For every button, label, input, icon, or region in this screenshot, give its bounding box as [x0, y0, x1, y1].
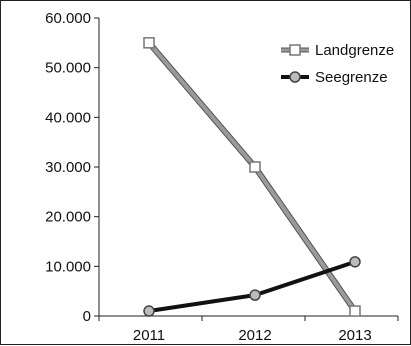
series-seegrenze-point: [349, 256, 361, 268]
x-tick-label: 2012: [238, 327, 271, 344]
y-tick-label: 10.000: [45, 258, 91, 275]
y-tick-label: 20.000: [45, 209, 91, 226]
y-tick-label: 50.000: [45, 60, 91, 77]
legend-seegrenze-label: Seegrenze: [315, 69, 388, 86]
legend-seegrenze-marker: [289, 71, 301, 83]
y-tick-label: 60.000: [45, 10, 91, 27]
series-seegrenze-point: [143, 305, 155, 317]
x-tick-label: 2011: [133, 327, 165, 344]
y-tick-label: 40.000: [45, 109, 91, 126]
x-tick-label: 2013: [338, 327, 371, 344]
y-tick-label: 30.000: [45, 159, 91, 176]
series-landgrenze-point: [143, 37, 155, 49]
legend-landgrenze-marker: [289, 44, 301, 56]
series-landgrenze-point: [249, 161, 261, 173]
series-seegrenze-point: [249, 289, 261, 301]
series-landgrenze-point: [349, 305, 361, 317]
legend-landgrenze-label: Landgrenze: [315, 42, 394, 59]
y-tick-label: 0: [83, 308, 91, 325]
